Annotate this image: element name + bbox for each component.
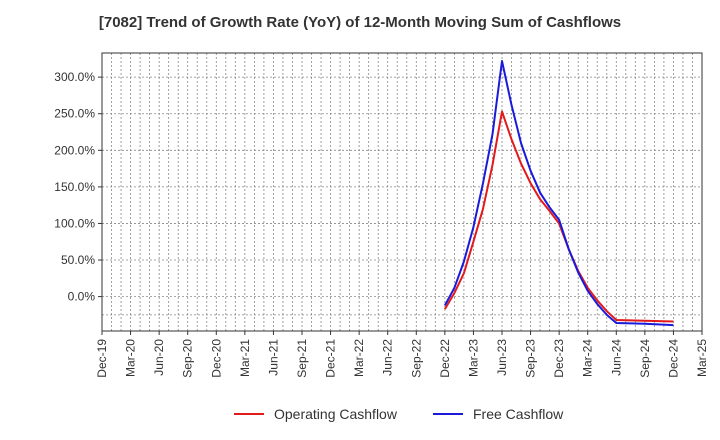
free-cashflow-line [444, 60, 674, 327]
legend-label-free-cashflow: Free Cashflow [473, 406, 564, 422]
y-tick-label: 300.0% [54, 70, 95, 84]
x-tick-label: Jun-22 [381, 339, 395, 376]
x-tick-label: Mar-21 [238, 339, 252, 377]
x-tick-label: Dec-20 [209, 339, 223, 378]
x-tick-label: Jun-23 [495, 339, 509, 376]
operating-cashflow-line [444, 110, 674, 323]
y-tick-label: 200.0% [54, 143, 95, 157]
y-tick-label: 150.0% [54, 180, 95, 194]
x-tick-label: Mar-24 [581, 339, 595, 377]
y-tick-label: 50.0% [61, 253, 95, 267]
x-tick-label: Sep-22 [409, 339, 423, 378]
plot-area [102, 53, 702, 331]
x-tick-label: Mar-23 [466, 339, 480, 377]
plot-border [101, 52, 703, 332]
x-tick-label: Dec-21 [324, 339, 338, 378]
x-tick-label: Jun-24 [609, 339, 623, 376]
x-tick-label: Mar-22 [352, 339, 366, 377]
y-tick-label: 100.0% [54, 216, 95, 230]
x-tick-label: Sep-24 [638, 339, 652, 378]
x-tick-label: Dec-23 [552, 339, 566, 378]
x-tick-label: Dec-19 [95, 339, 109, 378]
x-tick-label: Sep-23 [524, 339, 538, 378]
y-tick-label: 0.0% [68, 290, 96, 304]
x-tick-label: Sep-21 [295, 339, 309, 378]
x-tick-label: Jun-21 [266, 339, 280, 376]
x-tick-label: Dec-24 [666, 339, 680, 378]
x-tick-label: Jun-20 [152, 339, 166, 376]
x-tick-label: Sep-20 [181, 339, 195, 378]
chart-title: [7082] Trend of Growth Rate (YoY) of 12-… [98, 14, 622, 31]
x-tick-label: Mar-20 [124, 339, 138, 377]
y-tick-label: 250.0% [54, 107, 95, 121]
legend-label-operating-cashflow: Operating Cashflow [274, 406, 398, 422]
x-tick-label: Dec-22 [438, 339, 452, 378]
x-tick-label: Mar-25 [695, 339, 709, 377]
